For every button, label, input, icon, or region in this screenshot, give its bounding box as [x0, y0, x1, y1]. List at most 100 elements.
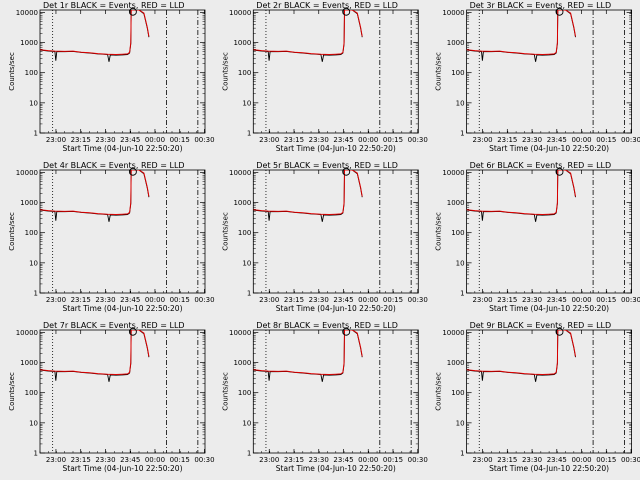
- y-tick-label: 1: [34, 290, 38, 298]
- panel-title: Det 7r BLACK = Events, RED = LLD: [43, 321, 185, 330]
- plot-frame: [466, 169, 633, 294]
- y-tick-label: 10000: [442, 9, 464, 17]
- peak-circle-marker: [342, 327, 351, 336]
- x-tick-label: 23:30: [95, 456, 115, 464]
- plot-frame: [39, 169, 206, 294]
- peak-circle-marker: [342, 7, 351, 16]
- x-axis-label: Start Time (04-Jun-10 22:50:20): [63, 304, 183, 313]
- panel-det-3r: Det 3r BLACK = Events, RED = LLD 1 10 100 10…: [435, 1, 640, 153]
- series-line-events: [253, 330, 363, 382]
- x-tick-label: 23:15: [284, 136, 304, 144]
- panel-title: Det 4r BLACK = Events, RED = LLD: [43, 161, 185, 170]
- panel-title: Det 6r BLACK = Events, RED = LLD: [470, 161, 612, 170]
- series-line-events: [40, 330, 150, 382]
- y-tick-label: 10: [242, 259, 251, 267]
- x-tick-label: 23:45: [547, 136, 567, 144]
- plot-frame: [252, 329, 419, 454]
- y-axis-label: Counts/sec: [221, 52, 229, 91]
- x-tick-label: 00:00: [358, 456, 378, 464]
- x-tick-label: 23:45: [120, 136, 140, 144]
- peak-circle-marker: [555, 167, 564, 176]
- panel-det-7r: Det 7r BLACK = Events, RED = LLD 1 10 100 10…: [8, 321, 215, 473]
- panel-det-5r: Det 5r BLACK = Events, RED = LLD 1 10 100 10…: [221, 161, 428, 313]
- x-tick-label: 00:15: [596, 296, 616, 304]
- x-axis-label: Start Time (04-Jun-10 22:50:20): [276, 144, 396, 153]
- y-tick-label: 10: [29, 259, 38, 267]
- x-tick-label: 00:30: [194, 296, 214, 304]
- panel-title: Det 3r BLACK = Events, RED = LLD: [470, 1, 612, 10]
- y-axis-label: Counts/sec: [435, 372, 443, 411]
- x-tick-label: 23:30: [309, 456, 329, 464]
- x-tick-label: 00:15: [170, 136, 190, 144]
- x-tick-label: 23:15: [497, 456, 517, 464]
- x-axis-label: Start Time (04-Jun-10 22:50:20): [63, 144, 183, 153]
- y-tick-label: 100: [238, 229, 251, 237]
- y-tick-label: 10: [456, 419, 465, 427]
- x-tick-label: 23:15: [497, 136, 517, 144]
- panel-title: Det 1r BLACK = Events, RED = LLD: [43, 1, 185, 10]
- x-axis-label: Start Time (04-Jun-10 22:50:20): [489, 304, 609, 313]
- series-line-events: [40, 10, 150, 62]
- x-tick-label: 23:00: [259, 296, 279, 304]
- x-tick-label: 00:30: [621, 136, 640, 144]
- peak-circle-marker: [128, 7, 137, 16]
- x-tick-label: 23:30: [95, 296, 115, 304]
- y-tick-label: 100: [25, 389, 38, 397]
- x-tick-label: 23:00: [472, 136, 492, 144]
- x-tick-label: 23:15: [497, 296, 517, 304]
- y-axis-label: Counts/sec: [8, 372, 16, 411]
- y-tick-label: 10000: [229, 9, 251, 17]
- y-tick-label: 10: [242, 419, 251, 427]
- x-axis-label: Start Time (04-Jun-10 22:50:20): [489, 464, 609, 473]
- series-line-events: [253, 10, 363, 62]
- y-tick-label: 1: [460, 290, 464, 298]
- x-tick-label: 23:45: [120, 456, 140, 464]
- y-tick-label: 10000: [16, 9, 38, 17]
- x-tick-label: 00:30: [408, 136, 428, 144]
- x-tick-label: 23:45: [333, 296, 353, 304]
- x-tick-label: 00:15: [383, 296, 403, 304]
- x-tick-label: 00:00: [358, 296, 378, 304]
- x-tick-label: 23:15: [71, 136, 91, 144]
- y-axis-label: Counts/sec: [435, 212, 443, 251]
- x-tick-label: 23:00: [472, 456, 492, 464]
- x-tick-label: 00:15: [170, 456, 190, 464]
- y-tick-label: 100: [25, 69, 38, 77]
- plot-frame: [39, 329, 206, 454]
- series-line-lld: [466, 330, 576, 376]
- y-tick-label: 100: [451, 69, 464, 77]
- x-tick-label: 23:00: [46, 456, 66, 464]
- series-line-lld: [466, 170, 576, 216]
- x-tick-label: 00:00: [145, 296, 165, 304]
- series-line-lld: [466, 10, 576, 56]
- y-tick-label: 1000: [20, 199, 38, 207]
- x-tick-label: 23:45: [547, 296, 567, 304]
- x-axis-label: Start Time (04-Jun-10 22:50:20): [63, 464, 183, 473]
- panel-det-1r: Det 1r BLACK = Events, RED = LLD 1 10 100 10…: [8, 1, 215, 153]
- y-axis-label: Counts/sec: [435, 52, 443, 91]
- peak-circle-marker: [555, 7, 564, 16]
- x-tick-label: 00:30: [408, 456, 428, 464]
- plot-frame: [252, 9, 419, 134]
- y-tick-label: 1: [34, 130, 38, 138]
- y-tick-label: 1000: [233, 39, 251, 47]
- y-axis-label: Counts/sec: [8, 212, 16, 251]
- y-tick-label: 100: [238, 69, 251, 77]
- y-tick-label: 100: [25, 229, 38, 237]
- series-line-lld: [40, 330, 150, 376]
- x-tick-label: 23:45: [547, 456, 567, 464]
- y-tick-label: 1000: [233, 359, 251, 367]
- x-tick-label: 00:15: [383, 136, 403, 144]
- series-line-events: [40, 170, 150, 222]
- x-tick-label: 00:00: [358, 136, 378, 144]
- panel-det-9r: Det 9r BLACK = Events, RED = LLD 1 10 100 10…: [435, 321, 640, 473]
- x-tick-label: 00:00: [145, 456, 165, 464]
- series-line-events: [466, 170, 576, 222]
- x-tick-label: 23:15: [284, 456, 304, 464]
- x-tick-label: 00:00: [571, 296, 591, 304]
- x-tick-label: 00:30: [408, 296, 428, 304]
- y-tick-label: 100: [451, 229, 464, 237]
- y-tick-label: 1: [34, 450, 38, 458]
- y-tick-label: 100: [451, 389, 464, 397]
- series-line-lld: [253, 170, 363, 216]
